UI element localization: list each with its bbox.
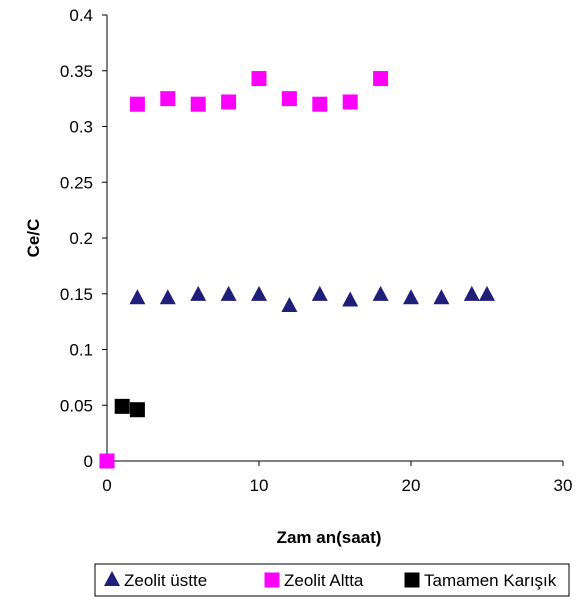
- plot-area: 0 0.05 0.1 0.15 0.2 0.25 0.3 0.35 0.4 0 10 20 30: [60, 6, 573, 495]
- y-tick-label: 0.1: [69, 341, 93, 360]
- data-point: [99, 453, 115, 469]
- x-ticks: 0 10 20 30: [102, 461, 572, 495]
- legend: Zeolit üstte Zeolit Altta Tamamen Karışık: [94, 563, 570, 597]
- data-markers: [99, 71, 495, 469]
- data-point: [190, 285, 207, 301]
- data-point: [129, 402, 145, 418]
- data-point: [479, 285, 495, 301]
- y-tick-label: 0.05: [60, 396, 93, 415]
- x-tick-label: 0: [102, 476, 111, 495]
- y-axis-title: Ce/C: [24, 219, 43, 258]
- y-tick-label: 0: [84, 452, 93, 471]
- data-point: [281, 297, 298, 313]
- x-tick-label: 20: [402, 476, 421, 495]
- data-point: [251, 285, 267, 301]
- legend-box: [94, 563, 570, 597]
- legend-label: Zeolit Altta: [284, 571, 364, 590]
- legend-marker: [404, 572, 420, 588]
- data-point: [281, 91, 297, 107]
- data-point: [159, 289, 176, 305]
- data-point: [114, 398, 130, 414]
- y-tick-label: 0.2: [69, 229, 93, 248]
- data-point: [311, 285, 328, 301]
- data-point: [221, 94, 237, 110]
- y-tick-label: 0.35: [60, 62, 93, 81]
- data-point: [403, 289, 419, 305]
- series-3: [114, 398, 145, 418]
- data-point: [160, 91, 176, 107]
- data-point: [220, 285, 237, 301]
- legend-label: Tamamen Karışık: [424, 571, 557, 590]
- y-ticks: 0 0.05 0.1 0.15 0.2 0.25 0.3 0.35 0.4: [60, 6, 107, 471]
- data-point: [342, 291, 359, 307]
- x-tick-label: 10: [250, 476, 269, 495]
- x-axis-title: Zam an(saat): [277, 528, 382, 547]
- legend-label: Zeolit üstte: [124, 571, 207, 590]
- data-point: [463, 285, 480, 301]
- data-point: [373, 71, 389, 87]
- data-point: [129, 96, 145, 112]
- data-point: [190, 96, 206, 112]
- y-tick-label: 0.15: [60, 285, 93, 304]
- x-tick-label: 30: [554, 476, 573, 495]
- y-tick-label: 0.4: [69, 6, 93, 25]
- data-point: [342, 94, 358, 110]
- series-2: [99, 71, 389, 469]
- legend-marker: [264, 572, 280, 588]
- y-tick-label: 0.25: [60, 173, 93, 192]
- data-point: [372, 285, 389, 301]
- y-tick-label: 0.3: [69, 118, 93, 137]
- legend-marker: [104, 571, 120, 586]
- data-point: [433, 289, 450, 305]
- data-point: [251, 71, 267, 87]
- data-point: [129, 289, 146, 305]
- series-1: [99, 285, 495, 467]
- data-point: [312, 96, 328, 112]
